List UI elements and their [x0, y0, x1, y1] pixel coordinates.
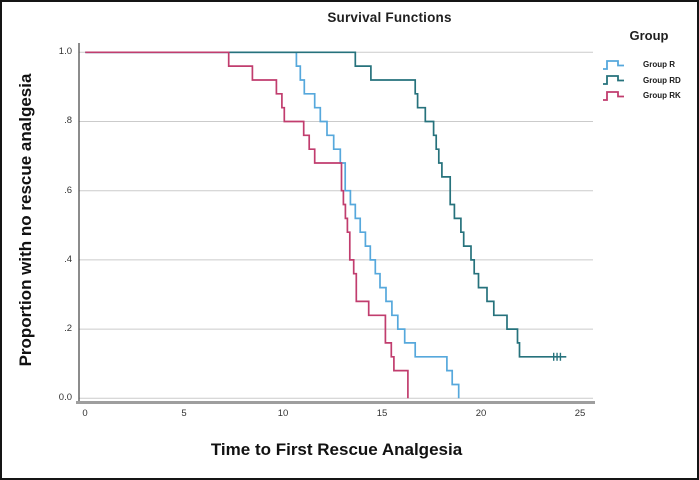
step-line-icon	[603, 75, 624, 86]
legend-label: Group R	[643, 60, 675, 70]
y-tick-0.4: .4	[64, 254, 72, 265]
legend-item-group-rk: Group RK	[599, 88, 697, 104]
y-tick-0.0: 0.0	[58, 392, 72, 403]
legend-label: Group RD	[643, 75, 681, 85]
step-line-icon	[603, 90, 624, 101]
x-tick-0: 0	[82, 408, 88, 419]
survival-curve-group-rk	[85, 51, 409, 399]
legend-item-group-rd: Group RD	[599, 73, 697, 89]
step-line-icon	[603, 59, 624, 70]
legend: Group Group R Group RD Group RK	[599, 28, 697, 104]
y-tick-1.0: 1.0	[58, 46, 72, 57]
y-tick-0.2: .2	[64, 323, 72, 334]
y-tick-0.8: .8	[64, 115, 72, 126]
legend-item-group-r: Group R	[599, 57, 697, 73]
x-tick-10: 10	[277, 408, 289, 419]
legend-label: Group RK	[643, 91, 681, 101]
x-tick-5: 5	[181, 408, 187, 419]
y-tick-0.6: .6	[64, 185, 72, 196]
x-tick-20: 20	[475, 408, 487, 419]
chart-title: Survival Functions	[327, 10, 452, 25]
survival-curve-group-r	[85, 51, 460, 399]
survival-curve-group-rd	[85, 51, 567, 358]
x-tick-25: 25	[574, 408, 586, 419]
x-axis-title: Time to First Rescue Analgesia	[210, 440, 463, 459]
legend-title: Group	[629, 28, 669, 43]
x-tick-15: 15	[376, 408, 388, 419]
